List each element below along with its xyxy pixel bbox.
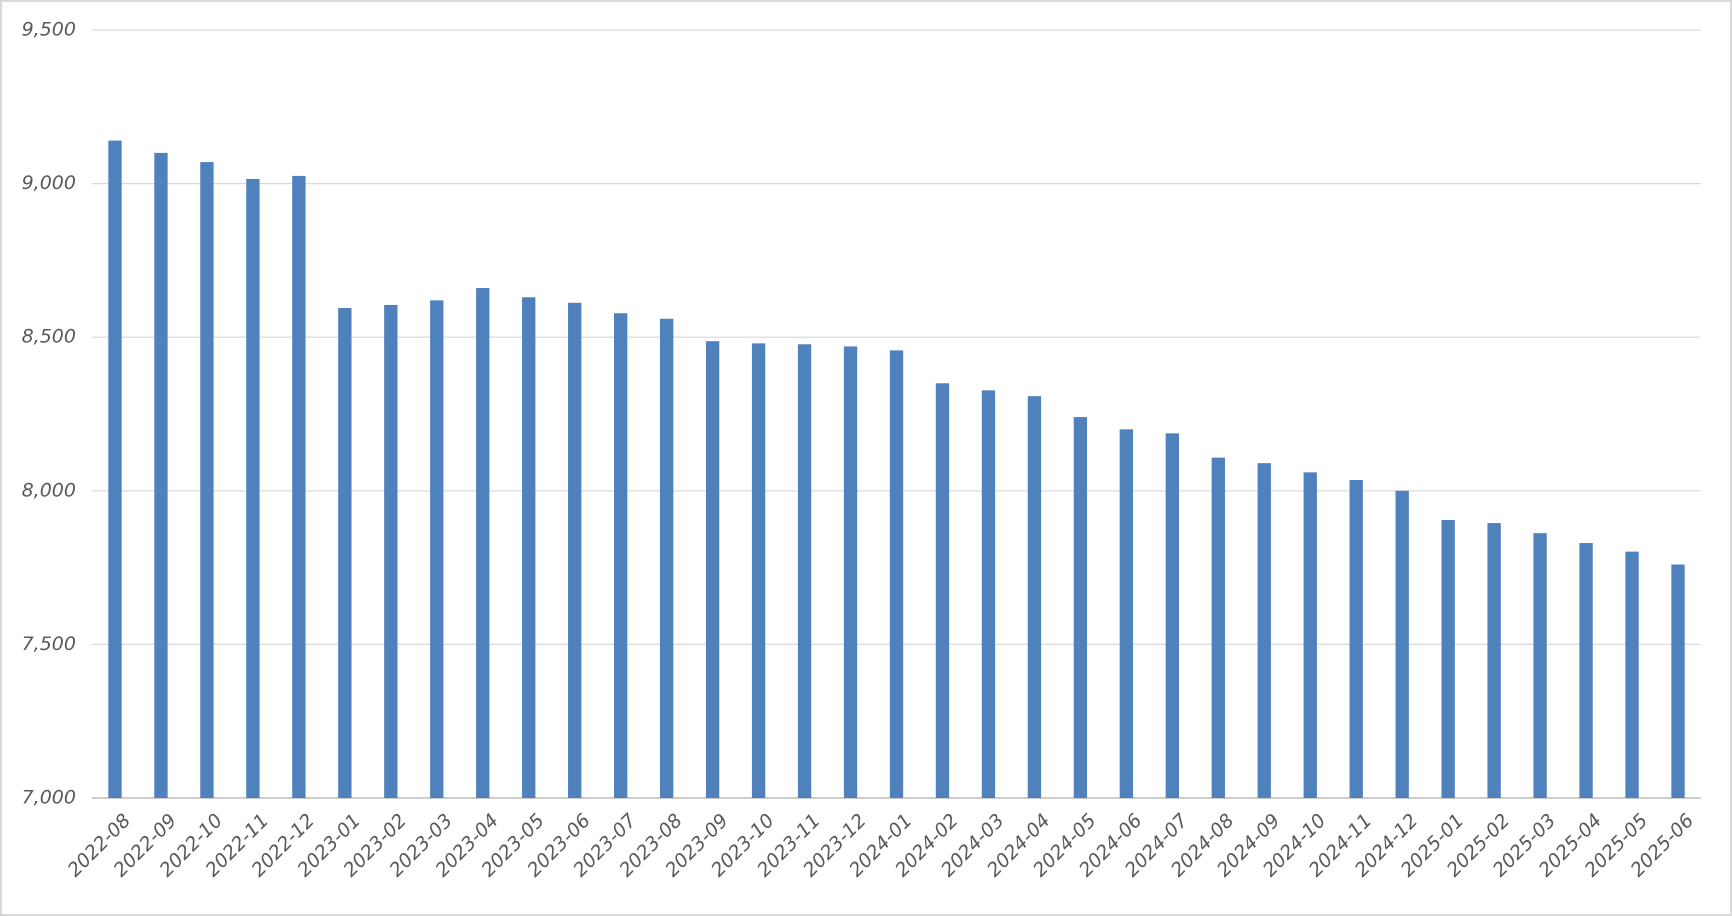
bar [1211,457,1225,798]
bar [1579,543,1593,798]
bar [751,343,766,798]
bar [384,304,398,798]
bar [292,175,306,799]
bar [1165,433,1179,798]
y-tick-label: 9,500 [22,19,76,41]
bar [705,341,720,798]
bar [568,302,582,798]
bar [614,313,628,798]
bar [1073,417,1088,798]
y-tick-label: 9,000 [22,172,76,194]
bar [843,346,858,798]
bar [1533,533,1547,798]
y-tick-label: 8,500 [22,326,76,348]
bar [889,350,904,798]
bar [1349,480,1363,798]
bar [797,344,812,798]
bar [1119,429,1134,798]
bar [935,383,950,798]
bar [1303,472,1317,798]
bar [659,318,674,798]
bar [1671,564,1685,798]
bar [1625,551,1639,798]
bar [200,162,214,798]
bar [522,297,536,798]
bar [1027,396,1042,798]
bar [430,300,444,798]
bar [338,308,352,798]
bar [1395,490,1409,798]
y-tick-label: 7,000 [22,787,76,809]
bar [476,288,490,798]
bar [1487,523,1501,798]
y-tick-label: 8,000 [22,479,76,501]
bar [108,140,122,799]
bar [1257,463,1271,798]
bar [246,178,260,798]
bar [1441,519,1455,798]
y-tick-label: 7,500 [22,633,76,655]
bar [154,152,168,798]
bar [981,390,996,798]
